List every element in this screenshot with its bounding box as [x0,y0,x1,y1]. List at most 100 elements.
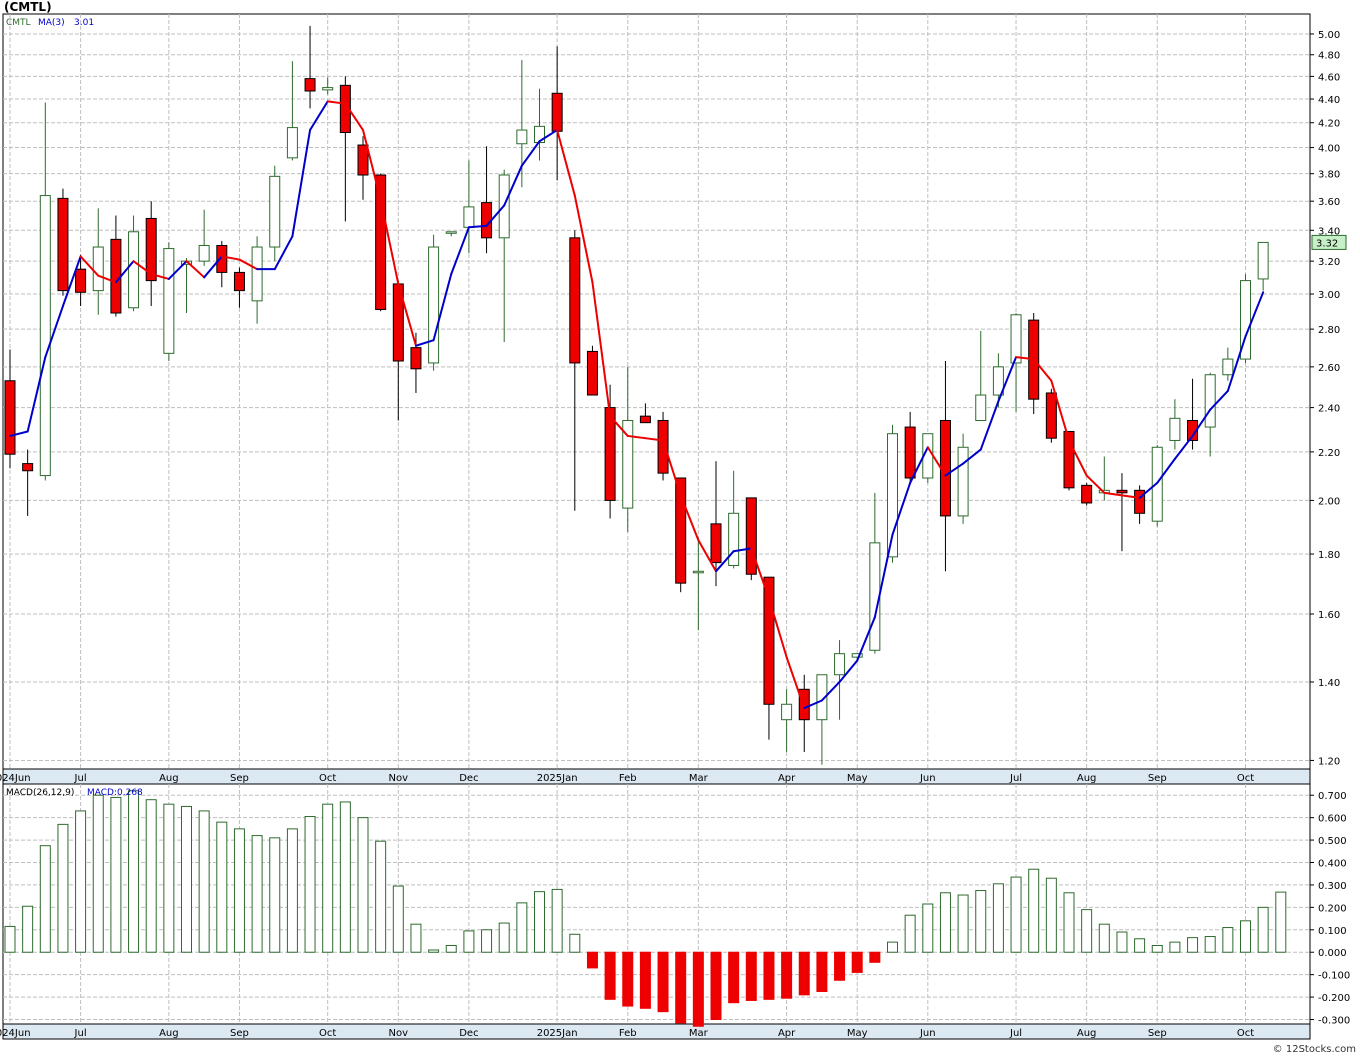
price-y-tick-label: 4.00 [1318,144,1340,155]
ma3-segment [450,226,470,276]
macd-bar [322,803,334,953]
ma3-segment [873,533,894,619]
candle-body [1151,446,1163,522]
macd-bar [233,828,245,953]
macd-bar [1240,920,1251,953]
candle-body [1222,358,1234,376]
price-legend-symbol: CMTL [6,18,31,28]
macd-bar [516,902,528,953]
macd-bar [410,923,422,953]
macd-bar [816,951,828,992]
candle-body [92,246,104,292]
candle-body [1187,419,1199,441]
candle-body [75,268,87,293]
macd-x-tick-label: Oct [1237,1028,1254,1039]
macd-bar [1081,909,1093,953]
macd-y-tick-label: 0.300 [1318,881,1347,892]
ma3-segment [520,140,541,167]
price-x-tick-label: Oct [319,773,336,784]
ma3-segment [61,255,82,308]
macd-bar [992,883,1004,953]
ma3-segment [379,198,400,285]
price-x-tick-label: Aug [159,773,179,784]
macd-x-tick-label: Jun [919,1028,936,1039]
last-price-label: 3.32 [1316,238,1338,249]
candle-body [481,202,493,239]
macd-bar [763,951,775,1000]
candle-body [551,92,563,132]
macd-bar [392,885,404,953]
candle-body [410,347,422,370]
ma3-segment [979,400,1000,451]
candle-body [1134,489,1146,514]
candle-body [745,497,757,575]
macd-bar [1010,876,1022,953]
ma3-segment [344,102,364,132]
ma3-segment [591,281,612,418]
price-y-tick-label: 5.00 [1318,30,1340,41]
price-x-tick-label: Oct [1237,773,1254,784]
macd-y-tick-label: 0.200 [1318,903,1347,914]
macd-bar [534,891,545,953]
ma3-segment [1103,491,1123,497]
macd-bar [1204,936,1216,953]
ma3-segment [697,539,717,573]
price-x-tick-label: Dec [459,773,478,784]
price-x-tick-label: Sep [1148,773,1167,784]
macd-bar [92,794,104,953]
candle-body [1116,489,1128,494]
macd-bar [586,951,598,969]
candle-body [145,217,157,282]
ma3-segment [1244,291,1265,338]
macd-bar [834,951,846,981]
ma3-segment [1032,358,1053,382]
ma3-segment [9,430,29,437]
candle-body [975,394,987,421]
macd-bar [622,951,634,1007]
price-y-tick-label: 1.20 [1318,756,1340,767]
price-x-tick-label: May [847,773,868,784]
price-y-tick-label: 2.20 [1318,448,1340,459]
candle-body [463,206,475,228]
macd-bar [75,810,87,953]
candle-body [375,174,387,311]
candle-body [198,244,210,262]
macd-bar [728,951,740,1004]
price-y-tick-label: 2.60 [1318,363,1340,374]
ma3-segment [291,129,312,238]
macd-x-tick-label: Feb [619,1028,637,1039]
macd-bar [1045,877,1057,953]
price-y-tick-label: 3.40 [1318,226,1340,237]
price-x-tick-label: 2025Jan [537,773,578,784]
candle-body [1063,430,1075,489]
ma3-segment [767,597,788,659]
macd-x-tick-label: May [847,1028,868,1039]
macd-bar [357,817,369,953]
macd-bar [569,933,581,953]
macd-y-tick-label: 0.500 [1318,836,1347,847]
macd-bar [745,951,757,1001]
macd-bar [286,828,298,953]
ma3-segment [926,446,947,477]
macd-x-tick-label: Sep [230,1028,249,1039]
ma3-segment [326,100,347,105]
ma3-segment [26,356,47,433]
ma3-segment [238,258,259,271]
ma3-segment [1209,389,1229,411]
ma3-segment [1138,481,1159,499]
ma3-segment [467,224,488,229]
macd-bar [145,799,157,953]
macd-bar [375,840,387,953]
candle-body [4,380,16,455]
ma3-segment [573,194,594,284]
price-y-tick-label: 1.60 [1318,610,1340,621]
ma3-segment [79,255,100,277]
price-y-tick-label: 2.80 [1318,325,1340,336]
candle-body [798,688,810,721]
ma3-segment [785,656,806,710]
ma3-segment [167,260,188,280]
ma3-segment [1050,379,1070,442]
price-panel [2,13,1311,770]
macd-bar [339,801,351,953]
